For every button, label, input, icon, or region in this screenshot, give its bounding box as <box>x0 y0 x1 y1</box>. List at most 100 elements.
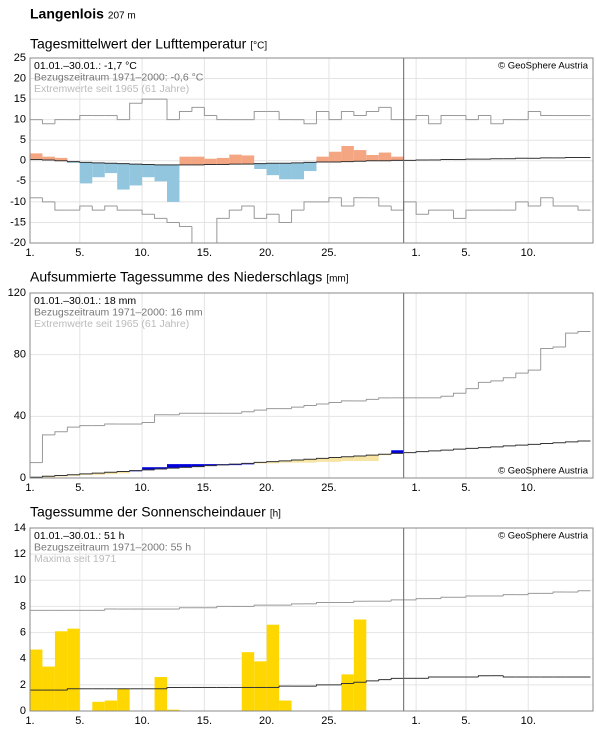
x-tick-label: 10. <box>134 482 149 494</box>
chart-unit: [h] <box>270 509 281 520</box>
deviation-bar <box>242 155 254 164</box>
annotation: 01.01.–30.01.: 51 h <box>34 530 125 542</box>
cumulative-band <box>329 457 341 461</box>
deviation-bar <box>179 157 191 165</box>
deviation-bar <box>192 157 204 165</box>
bar <box>117 689 129 711</box>
deviation-bar <box>117 164 129 190</box>
deviation-bar <box>155 165 167 181</box>
chart-title: Aufsummierte Tagessumme des Niederschlag… <box>30 269 322 285</box>
annotation: Extremwerte seit 1965 (61 Jahre) <box>34 83 189 95</box>
chart-unit: [°C] <box>250 41 267 52</box>
x-tick-label: 1. <box>412 715 421 727</box>
x-tick-label: 10. <box>134 247 149 259</box>
deviation-bar <box>267 163 279 175</box>
x-tick-label: 5. <box>461 482 470 494</box>
deviation-bar <box>354 150 366 161</box>
deviation-bar <box>217 158 229 165</box>
y-tick-label: 10 <box>14 574 26 586</box>
annotation: 01.01.–30.01.: 18 mm <box>34 295 136 307</box>
x-tick-label: 25. <box>321 715 336 727</box>
bar <box>30 650 42 711</box>
bar <box>267 625 279 711</box>
y-tick-label: -20 <box>10 237 26 249</box>
bar <box>55 631 67 711</box>
x-tick-label: 10. <box>521 482 536 494</box>
bar <box>155 677 167 711</box>
deviation-bar <box>167 165 179 202</box>
y-tick-label: 120 <box>8 287 26 299</box>
x-tick-label: 20. <box>259 247 274 259</box>
annotation: Bezugszeitraum 1971–2000: -0,6 °C <box>34 71 204 83</box>
deviation-bar <box>142 164 154 177</box>
annotation: Bezugszeitraum 1971–2000: 55 h <box>34 541 191 553</box>
x-tick-label: 1. <box>25 715 34 727</box>
x-tick-label: 5. <box>75 715 84 727</box>
y-tick-label: 10 <box>14 114 26 126</box>
bar <box>67 629 79 711</box>
deviation-bar <box>292 163 304 179</box>
y-tick-label: 40 <box>14 410 26 422</box>
y-tick-label: 15 <box>14 93 26 105</box>
y-tick-label: 4 <box>20 653 26 665</box>
deviation-bar <box>341 146 353 162</box>
y-tick-label: 14 <box>14 522 26 534</box>
deviation-bar <box>229 155 241 164</box>
x-tick-label: 25. <box>321 482 336 494</box>
deviation-bar <box>379 153 391 161</box>
x-tick-label: 5. <box>461 715 470 727</box>
x-tick-label: 1. <box>412 247 421 259</box>
deviation-bar <box>316 157 328 162</box>
deviation-bar <box>204 159 216 165</box>
x-tick-label: 15. <box>197 247 212 259</box>
source: © GeoSphere Austria <box>498 466 589 477</box>
x-tick-label: 1. <box>25 482 34 494</box>
chart-unit: [mm] <box>326 274 348 285</box>
y-tick-label: 8 <box>20 600 26 612</box>
cumulative-band <box>167 464 179 468</box>
x-tick-label: 5. <box>75 482 84 494</box>
cumulative-band <box>316 458 328 461</box>
y-tick-label: -5 <box>16 175 26 187</box>
x-tick-label: 25. <box>321 247 336 259</box>
station-elevation: 207 m <box>108 11 136 22</box>
y-tick-label: 2 <box>20 679 26 691</box>
cumulative-band <box>304 459 316 462</box>
y-tick-label: 5 <box>20 134 26 146</box>
deviation-bar <box>254 164 266 169</box>
bar <box>341 674 353 711</box>
bar <box>42 667 54 711</box>
x-tick-label: 10. <box>134 715 149 727</box>
chart-title: Tagessumme der Sonnenscheindauer <box>30 504 266 520</box>
bar <box>354 620 366 712</box>
x-tick-label: 1. <box>412 482 421 494</box>
deviation-bar <box>92 163 104 177</box>
chart-title: Tagesmittelwert der Lufttemperatur <box>30 36 247 52</box>
deviation-bar <box>304 162 316 171</box>
bar <box>105 701 117 711</box>
y-tick-label: -15 <box>10 216 26 228</box>
cumulative-band <box>366 455 378 461</box>
annotation: Extremwerte seit 1965 (61 Jahre) <box>34 318 189 330</box>
deviation-bar <box>329 152 341 162</box>
annotation: Maxima seit 1971 <box>34 553 116 565</box>
x-tick-label: 1. <box>25 247 34 259</box>
deviation-bar <box>279 163 291 179</box>
deviation-bar <box>105 163 117 173</box>
x-tick-label: 5. <box>461 247 470 259</box>
station-name: Langenlois <box>30 6 104 22</box>
x-tick-label: 15. <box>197 715 212 727</box>
deviation-bar <box>366 155 378 161</box>
y-tick-label: 20 <box>14 72 26 84</box>
y-tick-label: 12 <box>14 548 26 560</box>
bar <box>92 702 104 711</box>
annotation: 01.01.–30.01.: -1,7 °C <box>34 60 137 72</box>
y-tick-label: 25 <box>14 52 26 64</box>
bar <box>242 652 254 711</box>
x-tick-label: 10. <box>521 715 536 727</box>
bar <box>254 661 266 711</box>
y-tick-label: -10 <box>10 196 26 208</box>
y-tick-label: 0 <box>20 155 26 167</box>
